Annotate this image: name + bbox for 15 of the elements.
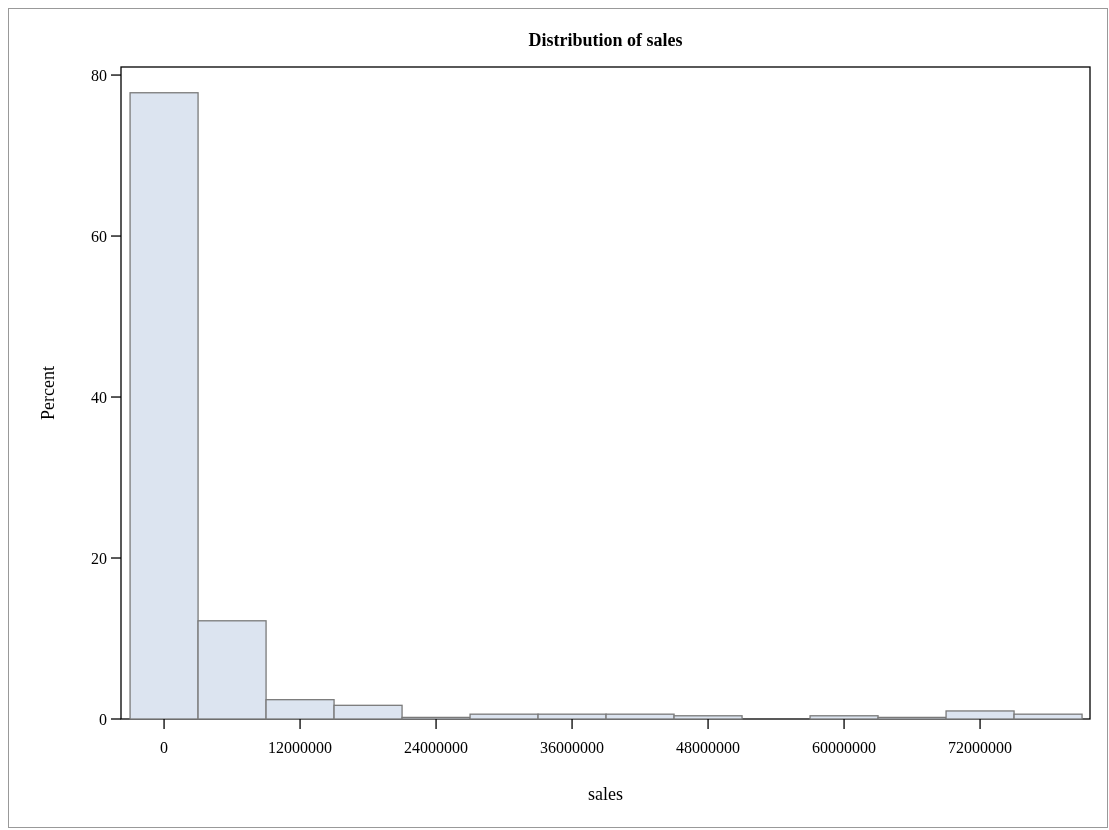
x-tick-label: 0 — [160, 739, 169, 756]
y-tick-label: 0 — [99, 710, 107, 728]
y-tick-label: 80 — [91, 66, 107, 84]
x-axis-title: sales — [588, 784, 623, 804]
y-tick-label: 20 — [91, 549, 107, 567]
x-tick-label: 12000000 — [268, 739, 333, 756]
chart-title: Distribution of sales — [528, 30, 683, 50]
x-tick-label: 60000000 — [812, 739, 877, 756]
y-tick-label: 40 — [91, 388, 107, 406]
x-tick-label: 36000000 — [540, 739, 605, 756]
x-tick-label: 72000000 — [948, 739, 1013, 756]
x-tick-label: 48000000 — [676, 739, 741, 756]
x-tick-label: 24000000 — [404, 739, 469, 756]
y-tick-label: 60 — [91, 227, 107, 245]
y-axis-title: Percent — [38, 366, 58, 420]
